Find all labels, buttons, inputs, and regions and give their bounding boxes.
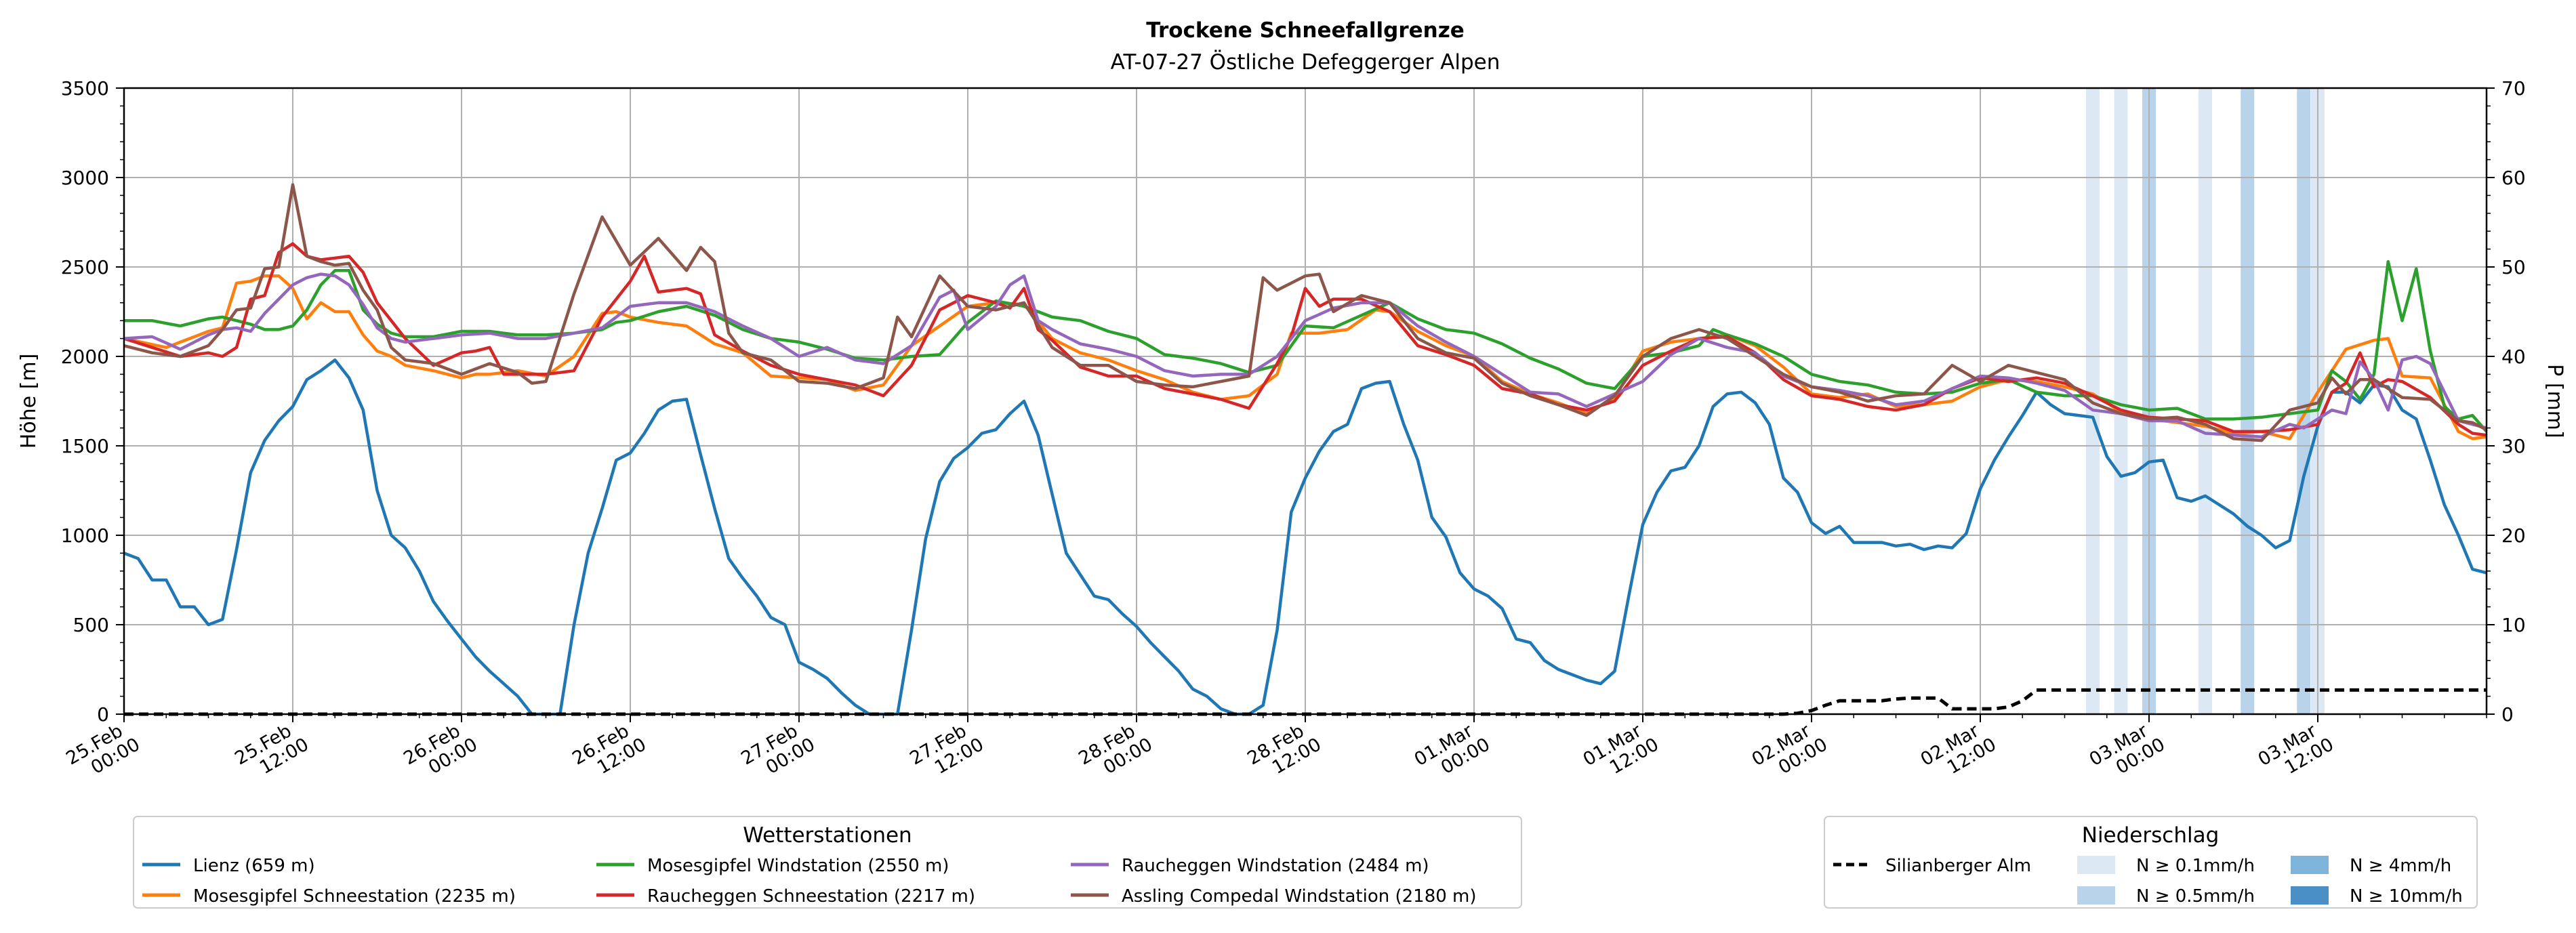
x-tick-label: 25.Feb12:00 [231,716,312,787]
legend-station-label: Assling Compedal Windstation (2180 m) [1122,886,1477,907]
y-tick-label: 2500 [61,256,109,278]
legend-station-label: Mosesgipfel Schneestation (2235 m) [193,886,516,907]
precip-band [2241,88,2255,714]
y-tick-label: 3500 [61,77,109,100]
series-line-1 [123,274,2487,440]
series-line-0 [123,358,2487,716]
legend-station-label: Lienz (659 m) [193,856,315,876]
chart-title: Trockene Schneefallgrenze [1146,18,1465,43]
legend-precip-level-label: N ≥ 4mm/h [2350,856,2451,876]
y-tick-label: 500 [73,614,109,636]
x-tick-label: 02.Mar00:00 [1749,716,1831,788]
precip-band [2297,88,2311,714]
precip-bands [2086,88,2325,714]
x-tick-label: 27.Feb00:00 [737,716,818,787]
y2-tick-label: 70 [2501,77,2526,100]
legend-station-label: Mosesgipfel Windstation (2550 m) [647,856,949,876]
x-tick-label: 25.Feb00:00 [62,716,143,787]
y-axis-label: Höhe [m] [17,354,41,449]
legend-station-label: Raucheggen Schneestation (2217 m) [647,886,975,907]
series-line-5 [123,183,2488,442]
legend-stations-title: Wetterstationen [743,823,912,848]
y-tick-label: 3000 [61,167,109,189]
y-tick-label: 2000 [61,346,109,368]
y2-tick-label: 30 [2501,435,2526,457]
legend-stations: Wetterstationen Lienz (659 m) Mosesgipfel… [133,816,1522,909]
legend-precip-swatch [2291,856,2329,874]
legend-precip: Niederschlag Silianberger Alm N ≥ 0.1mm/… [1824,816,2478,909]
x-tick-label: 01.Mar12:00 [1580,716,1662,788]
legend-station-label: Raucheggen Windstation (2484 m) [1122,856,1429,876]
x-tick-label: 28.Feb00:00 [1075,716,1156,787]
y-tick-label: 0 [97,703,109,726]
legend-precip-swatch [2077,886,2115,905]
y-tick-label: 1500 [61,435,109,457]
axis-ticks: 0 500 1000 1500 2000 2500 3000 3500 0 10 20 30 40 50 6… [61,77,2526,788]
chart-subtitle: AT-07-27 Östliche Defeggerger Alpen [1111,49,1500,75]
y2-tick-label: 10 [2501,614,2526,636]
y2-tick-label: 20 [2501,524,2526,547]
y2-tick-label: 40 [2501,346,2526,368]
x-tick-label: 02.Mar12:00 [1917,716,2000,788]
y2-tick-label: 0 [2501,703,2514,726]
legend-precip-level-label: N ≥ 0.5mm/h [2136,886,2255,907]
precip-band [2114,88,2128,714]
series-line-4 [123,272,2487,439]
y-tick-label: 1000 [61,524,109,547]
x-tick-label: 03.Mar00:00 [2086,716,2169,788]
legend-precip-line-label: Silianberger Alm [1885,856,2031,876]
x-tick-label: 27.Feb12:00 [906,716,987,787]
legend-precip-swatch [2077,856,2115,874]
x-tick-label: 28.Feb12:00 [1244,716,1324,787]
x-tick-label: 26.Feb00:00 [400,716,481,787]
series-lines [123,183,2488,716]
legend-precip-level-label: N ≥ 0.1mm/h [2136,856,2255,876]
precip-band [2199,88,2212,714]
x-tick-label: 01.Mar00:00 [1411,716,1494,788]
legend-precip-title: Niederschlag [2082,823,2220,848]
y2-tick-label: 60 [2501,167,2526,189]
y2-axis-label: P [mm] [2543,364,2567,438]
x-tick-label: 26.Feb12:00 [569,716,649,787]
legend-precip-swatch [2291,886,2329,905]
grid [123,87,2487,715]
y2-tick-label: 50 [2501,256,2526,278]
x-tick-label: 03.Mar12:00 [2255,716,2337,788]
legend-precip-level-label: N ≥ 10mm/h [2350,886,2463,907]
